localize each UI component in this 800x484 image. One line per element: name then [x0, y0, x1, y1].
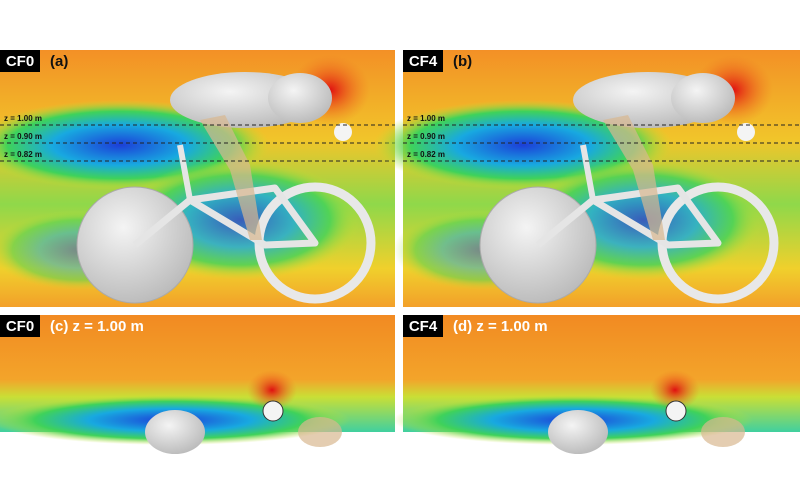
rider-leg — [603, 115, 665, 240]
panel-tag: CF0 — [6, 318, 34, 335]
rider-hand — [334, 123, 352, 141]
rider-head — [548, 410, 608, 454]
tag-box — [0, 50, 40, 72]
rider-hand — [665, 400, 687, 422]
tag-box — [0, 315, 40, 337]
panel-tag: CF4 — [409, 53, 438, 70]
panel-label: (a) — [50, 53, 68, 70]
panel-tag: CF4 — [409, 318, 438, 335]
panel: CF4 (d) z = 1.00 m — [393, 315, 800, 454]
z-label: z = 0.82 m — [4, 150, 42, 159]
z-label: z = 1.00 m — [407, 114, 445, 123]
panel-label: (b) — [453, 53, 472, 70]
rider-knee — [298, 417, 342, 447]
rider-helmet — [268, 73, 332, 123]
z-label: z = 1.00 m — [4, 114, 42, 123]
rider-helmet — [671, 73, 735, 123]
panel: CF0 (a) z = 1.00 m z = 0.90 m z = 0.82 m — [0, 50, 395, 307]
rider-head — [145, 410, 205, 454]
rider-hand — [737, 123, 755, 141]
rider-knee — [701, 417, 745, 447]
rider-hand — [262, 400, 284, 422]
z-label: z = 0.82 m — [407, 150, 445, 159]
z-label: z = 0.90 m — [4, 132, 42, 141]
seat-post — [580, 144, 596, 201]
seat-post — [177, 144, 193, 201]
panel-tag: CF0 — [6, 53, 34, 70]
panel: CF4 (b) z = 1.00 m z = 0.90 m z = 0.82 m — [373, 50, 800, 307]
panel-label: (d) z = 1.00 m — [453, 318, 548, 335]
hot-spot — [650, 370, 700, 410]
panel-label: (c) z = 1.00 m — [50, 318, 144, 335]
tag-box — [403, 50, 443, 72]
tag-box — [403, 315, 443, 337]
rider-leg — [200, 115, 262, 240]
z-label: z = 0.90 m — [407, 132, 445, 141]
hot-spot — [247, 370, 297, 410]
panel: CF0 (c) z = 1.00 m — [0, 315, 395, 454]
